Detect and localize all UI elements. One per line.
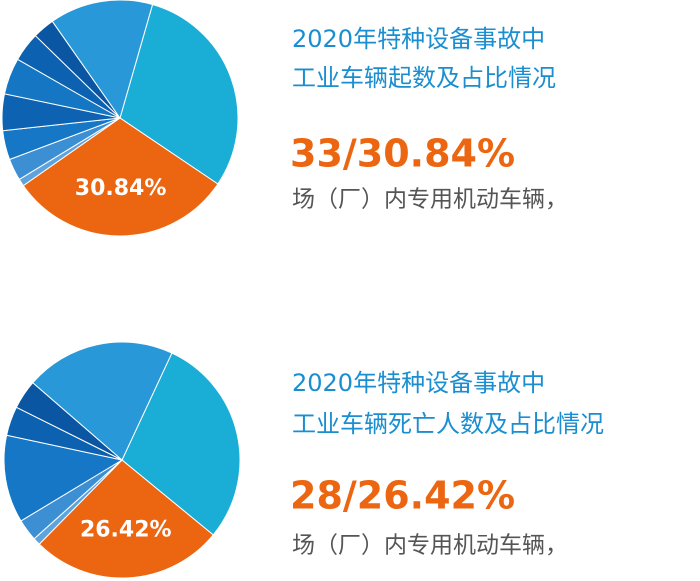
value-label: 30.84% bbox=[75, 176, 167, 201]
title-line: 工业车辆死亡人数及占比情况 bbox=[292, 410, 604, 438]
title-line: 2020年特种设备事故中 bbox=[292, 369, 545, 397]
panel-1: 2020年特种设备事故中 工业车辆起数及占比情况 33/30.84% 场（厂）内… bbox=[290, 25, 568, 213]
value-label: 26.42% bbox=[80, 518, 172, 543]
pie-slice bbox=[3, 434, 124, 522]
note: 场（厂）内专用机动车辆， bbox=[292, 533, 568, 559]
highlight: 33/30.84% bbox=[290, 132, 515, 176]
pie-slice bbox=[51, 0, 154, 120]
pie-slice bbox=[121, 352, 241, 536]
title-line: 工业车辆起数及占比情况 bbox=[292, 64, 556, 92]
pie-slice bbox=[38, 459, 214, 579]
pie-slice bbox=[22, 117, 219, 237]
pie-slice bbox=[32, 341, 173, 461]
pie-slice bbox=[119, 3, 239, 185]
highlight: 28/26.42% bbox=[290, 474, 515, 518]
panel-2: 2020年特种设备事故中 工业车辆死亡人数及占比情况 28/26.42% 场（厂… bbox=[290, 369, 604, 559]
note: 场（厂）内专用机动车辆， bbox=[292, 187, 568, 213]
title-line: 2020年特种设备事故中 bbox=[292, 25, 545, 53]
